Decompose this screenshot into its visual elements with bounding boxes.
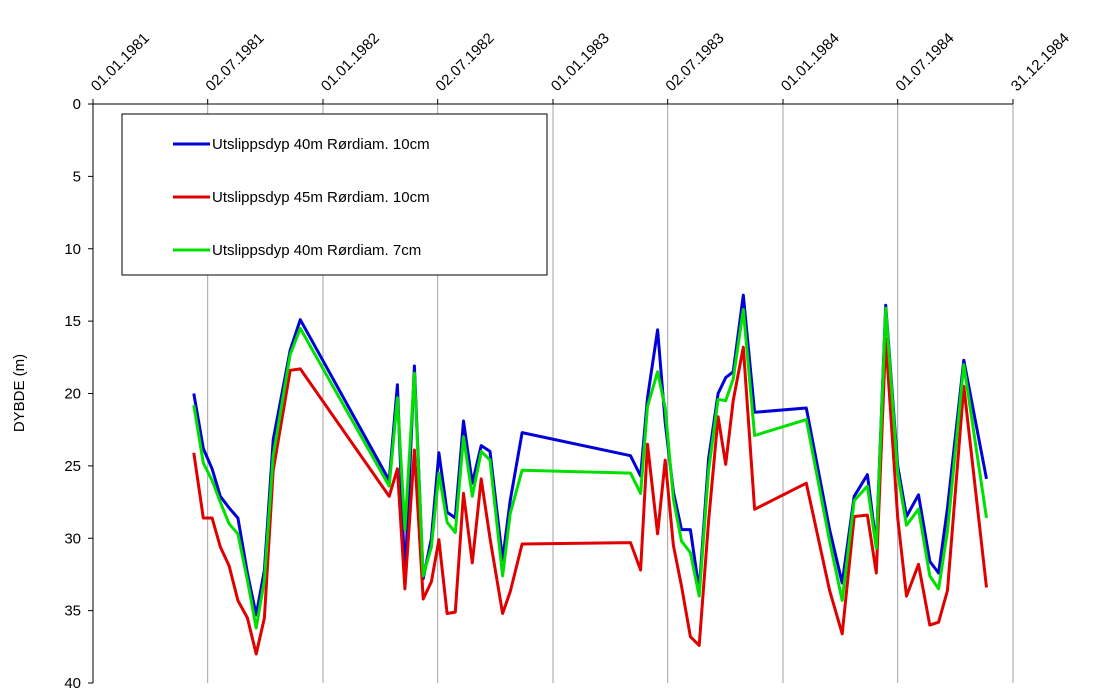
x-tick-label: 01.01.1983 (548, 30, 613, 95)
y-tick-label: 35 (64, 603, 81, 620)
y-tick-label: 10 (64, 241, 81, 258)
data-line (192, 293, 988, 617)
legend-label: Utslippsdyp 40m Rørdiam. 7cm (212, 242, 421, 259)
y-tick-label: 15 (64, 313, 81, 330)
x-tick-label: 31.12.1984 (1008, 30, 1073, 95)
x-tick-label: 02.07.1982 (432, 30, 497, 95)
legend-label: Utslippsdyp 45m Rørdiam. 10cm (212, 189, 430, 206)
x-tick-label: 01.01.1984 (778, 30, 843, 95)
x-tick-label: 02.07.1983 (662, 30, 727, 95)
x-tick-label: 01.01.1982 (318, 30, 383, 95)
y-axis-label: DYBDE (m) (11, 354, 28, 432)
legend-box (121, 113, 548, 276)
x-tick-label: 01.07.1984 (892, 30, 957, 95)
data-line (192, 337, 988, 656)
y-tick-label: 20 (64, 386, 81, 403)
y-tick-label: 0 (73, 96, 81, 113)
y-tick-label: 40 (64, 675, 81, 692)
y-tick-label: 5 (73, 168, 81, 185)
y-tick-label: 25 (64, 458, 81, 475)
data-line (192, 306, 988, 630)
legend-label: Utslippsdyp 40m Rørdiam. 10cm (212, 136, 430, 153)
x-tick-label: 02.07.1981 (202, 30, 267, 95)
x-tick-label: 01.01.1981 (88, 30, 153, 95)
y-tick-label: 30 (64, 530, 81, 547)
